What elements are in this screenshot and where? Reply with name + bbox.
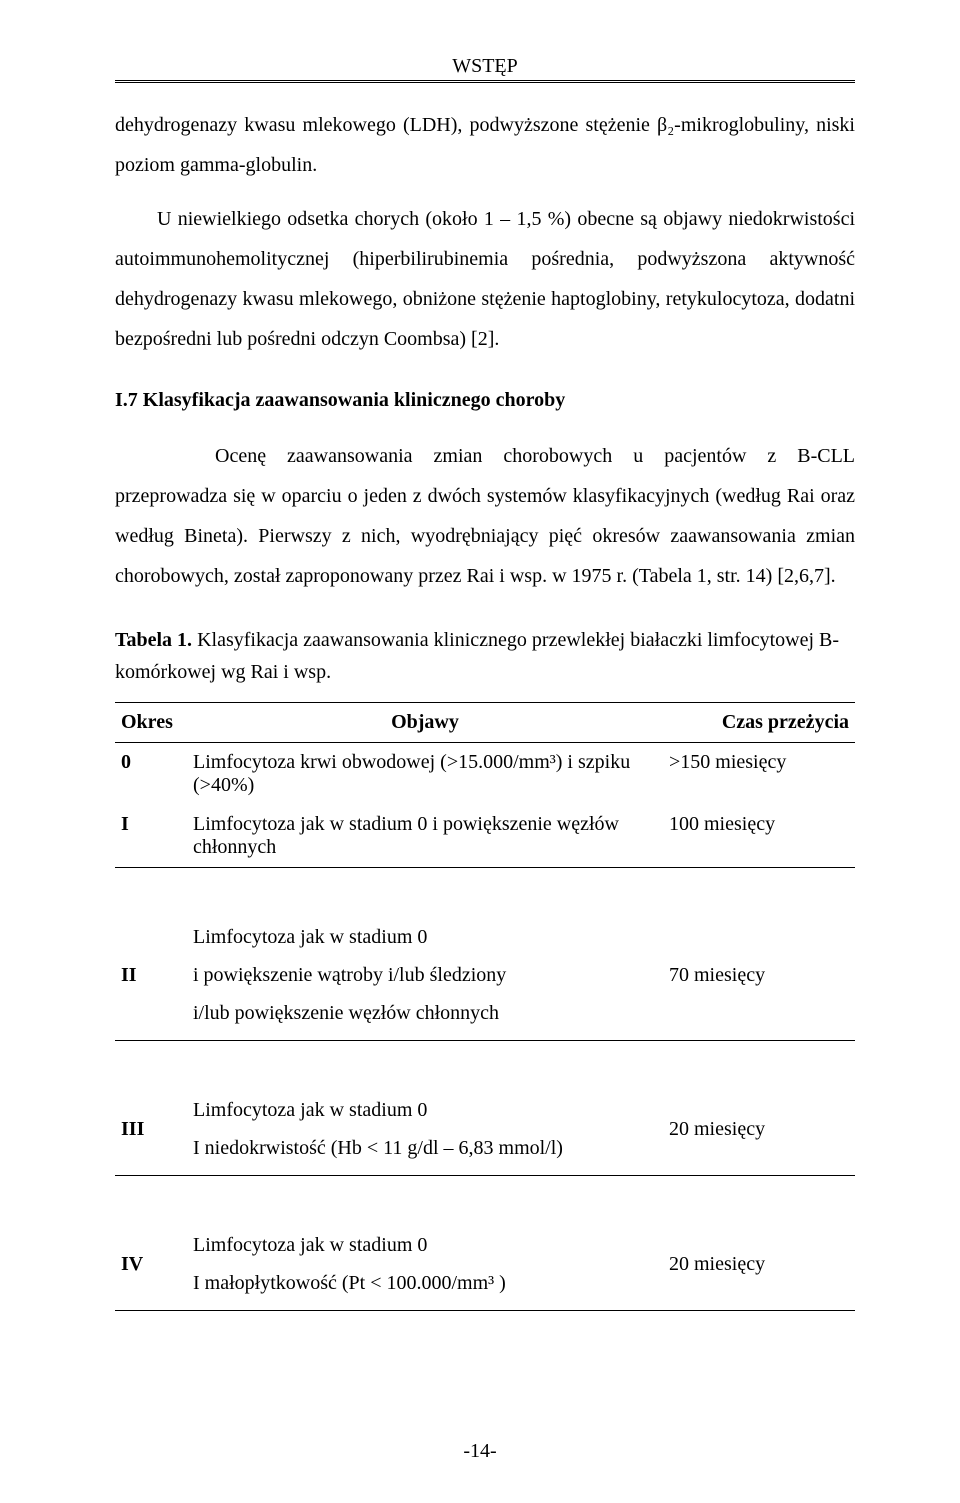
cell-czas: 70 miesięcy (663, 910, 855, 1041)
cell-stage: I (115, 805, 187, 868)
cell-objawy: Limfocytoza jak w stadium 0 I niedokrwis… (187, 1083, 663, 1176)
table-row: IV Limfocytoza jak w stadium 0 I małopły… (115, 1218, 855, 1311)
header-rule (115, 80, 855, 83)
cell-stage: IV (115, 1218, 187, 1311)
table-caption: Tabela 1. Klasyfikacja zaawansowania kli… (115, 624, 855, 688)
obj-line: I niedokrwistość (Hb < 11 g/dl – 6,83 mm… (193, 1137, 563, 1159)
cell-objawy: Limfocytoza jak w stadium 0 i powiększen… (187, 805, 663, 868)
cell-czas: 20 miesięcy (663, 1218, 855, 1311)
obj-line: i/lub powiększenie węzłów chłonnych (193, 1002, 499, 1024)
cell-objawy: Limfocytoza jak w stadium 0 i powiększen… (187, 910, 663, 1041)
running-head: WSTĘP (115, 55, 855, 78)
paragraph-2: U niewielkiego odsetka chorych (około 1 … (115, 199, 855, 359)
table-row: III Limfocytoza jak w stadium 0 I niedok… (115, 1083, 855, 1176)
cell-stage: II (115, 910, 187, 1041)
table-gap (115, 1176, 855, 1218)
section-heading: I.7 Klasyfikacja zaawansowania kliniczne… (115, 389, 855, 412)
table-row: 0 Limfocytoza krwi obwodowej (>15.000/mm… (115, 743, 855, 806)
table-gap (115, 868, 855, 910)
obj-line: I małopłytkowość (Pt < 100.000/mm³ ) (193, 1272, 506, 1294)
cell-czas: >150 miesięcy (663, 743, 855, 806)
table-gap (115, 1041, 855, 1083)
paragraph-1: dehydrogenazy kwasu mlekowego (LDH), pod… (115, 105, 855, 185)
paragraph-3: Ocenę zaawansowania zmian chorobowych u … (115, 436, 855, 596)
obj-line: Limfocytoza jak w stadium 0 (193, 1099, 427, 1121)
obj-line: Limfocytoza jak w stadium 0 (193, 1234, 427, 1256)
header-stage: Okres (115, 703, 187, 743)
header-czas: Czas przeżycia (663, 703, 855, 743)
header-objawy: Objawy (187, 703, 663, 743)
table-header-row: Okres Objawy Czas przeżycia (115, 703, 855, 743)
cell-czas: 100 miesięcy (663, 805, 855, 868)
cell-czas: 20 miesięcy (663, 1083, 855, 1176)
cell-stage: 0 (115, 743, 187, 806)
table-caption-rest: Klasyfikacja zaawansowania klinicznego p… (115, 629, 839, 683)
cell-objawy: Limfocytoza jak w stadium 0 I małopłytko… (187, 1218, 663, 1311)
obj-line: i powiększenie wątroby i/lub śledziony (193, 964, 506, 986)
table-row: II Limfocytoza jak w stadium 0 i powięks… (115, 910, 855, 1041)
cell-objawy: Limfocytoza krwi obwodowej (>15.000/mm³)… (187, 743, 663, 806)
obj-line: Limfocytoza jak w stadium 0 (193, 926, 427, 948)
page-number: -14- (0, 1440, 960, 1463)
table-row: I Limfocytoza jak w stadium 0 i powiększ… (115, 805, 855, 868)
rai-table: Okres Objawy Czas przeżycia 0 Limfocytoz… (115, 702, 855, 1311)
table-rule (115, 1311, 855, 1312)
table-caption-lead: Tabela 1. (115, 629, 192, 651)
cell-stage: III (115, 1083, 187, 1176)
page: WSTĘP dehydrogenazy kwasu mlekowego (LDH… (0, 0, 960, 1503)
